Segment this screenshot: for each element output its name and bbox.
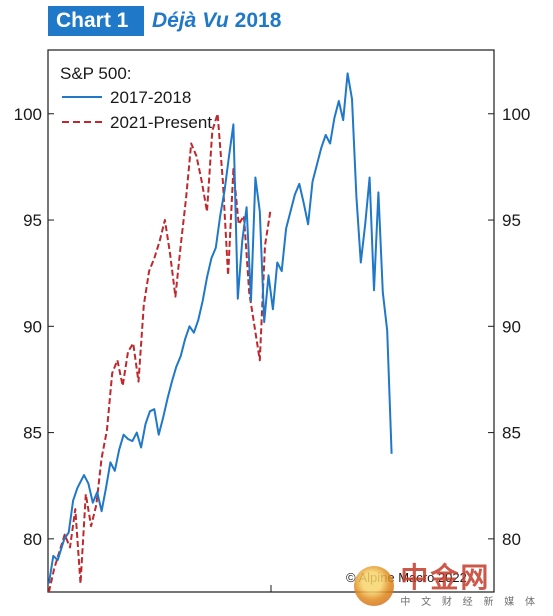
legend-label-2021: 2021-Present: [110, 113, 212, 132]
watermark-logo-icon: [354, 565, 395, 606]
watermark: 中金网 中 文 财 经 新 媒 体: [354, 563, 539, 608]
y-tick-label-right: 85: [502, 424, 521, 443]
y-tick-label-right: 80: [502, 530, 521, 549]
chart-number-badge: Chart 1: [48, 6, 144, 36]
y-tick-label-right: 90: [502, 317, 521, 336]
watermark-subtext: 中 文 财 经 新 媒 体: [400, 597, 539, 608]
y-tick-label-right: 95: [502, 211, 521, 230]
series-layer: [47, 72, 393, 593]
chart-title: Déjà Vu 2018: [144, 6, 281, 36]
legend: S&P 500: 2017-2018 2021-Present: [60, 64, 212, 132]
chart-title-year: 2018: [234, 9, 282, 32]
axis-ticks: 80 80 85 85 90 90 95 95 100 100: [14, 105, 530, 592]
chart-header: Chart 1 Déjà Vu 2018: [48, 6, 281, 36]
series-line-2017-2018: [47, 72, 393, 584]
y-tick-label-left: 80: [23, 530, 42, 549]
chart-title-italic: Déjà Vu: [152, 9, 229, 32]
y-tick-label-left: 85: [23, 424, 42, 443]
watermark-text-block: 中金网 中 文 财 经 新 媒 体: [400, 562, 539, 609]
y-tick-label-right: 100: [502, 105, 530, 124]
y-tick-label-left: 95: [23, 211, 42, 230]
y-tick-label-left: 100: [14, 105, 42, 124]
legend-title: S&P 500:: [60, 64, 132, 83]
y-tick-label-left: 90: [23, 317, 42, 336]
watermark-text: 中金网: [400, 562, 491, 593]
legend-label-2017: 2017-2018: [110, 88, 191, 107]
series-line-2021-present: [47, 112, 272, 593]
